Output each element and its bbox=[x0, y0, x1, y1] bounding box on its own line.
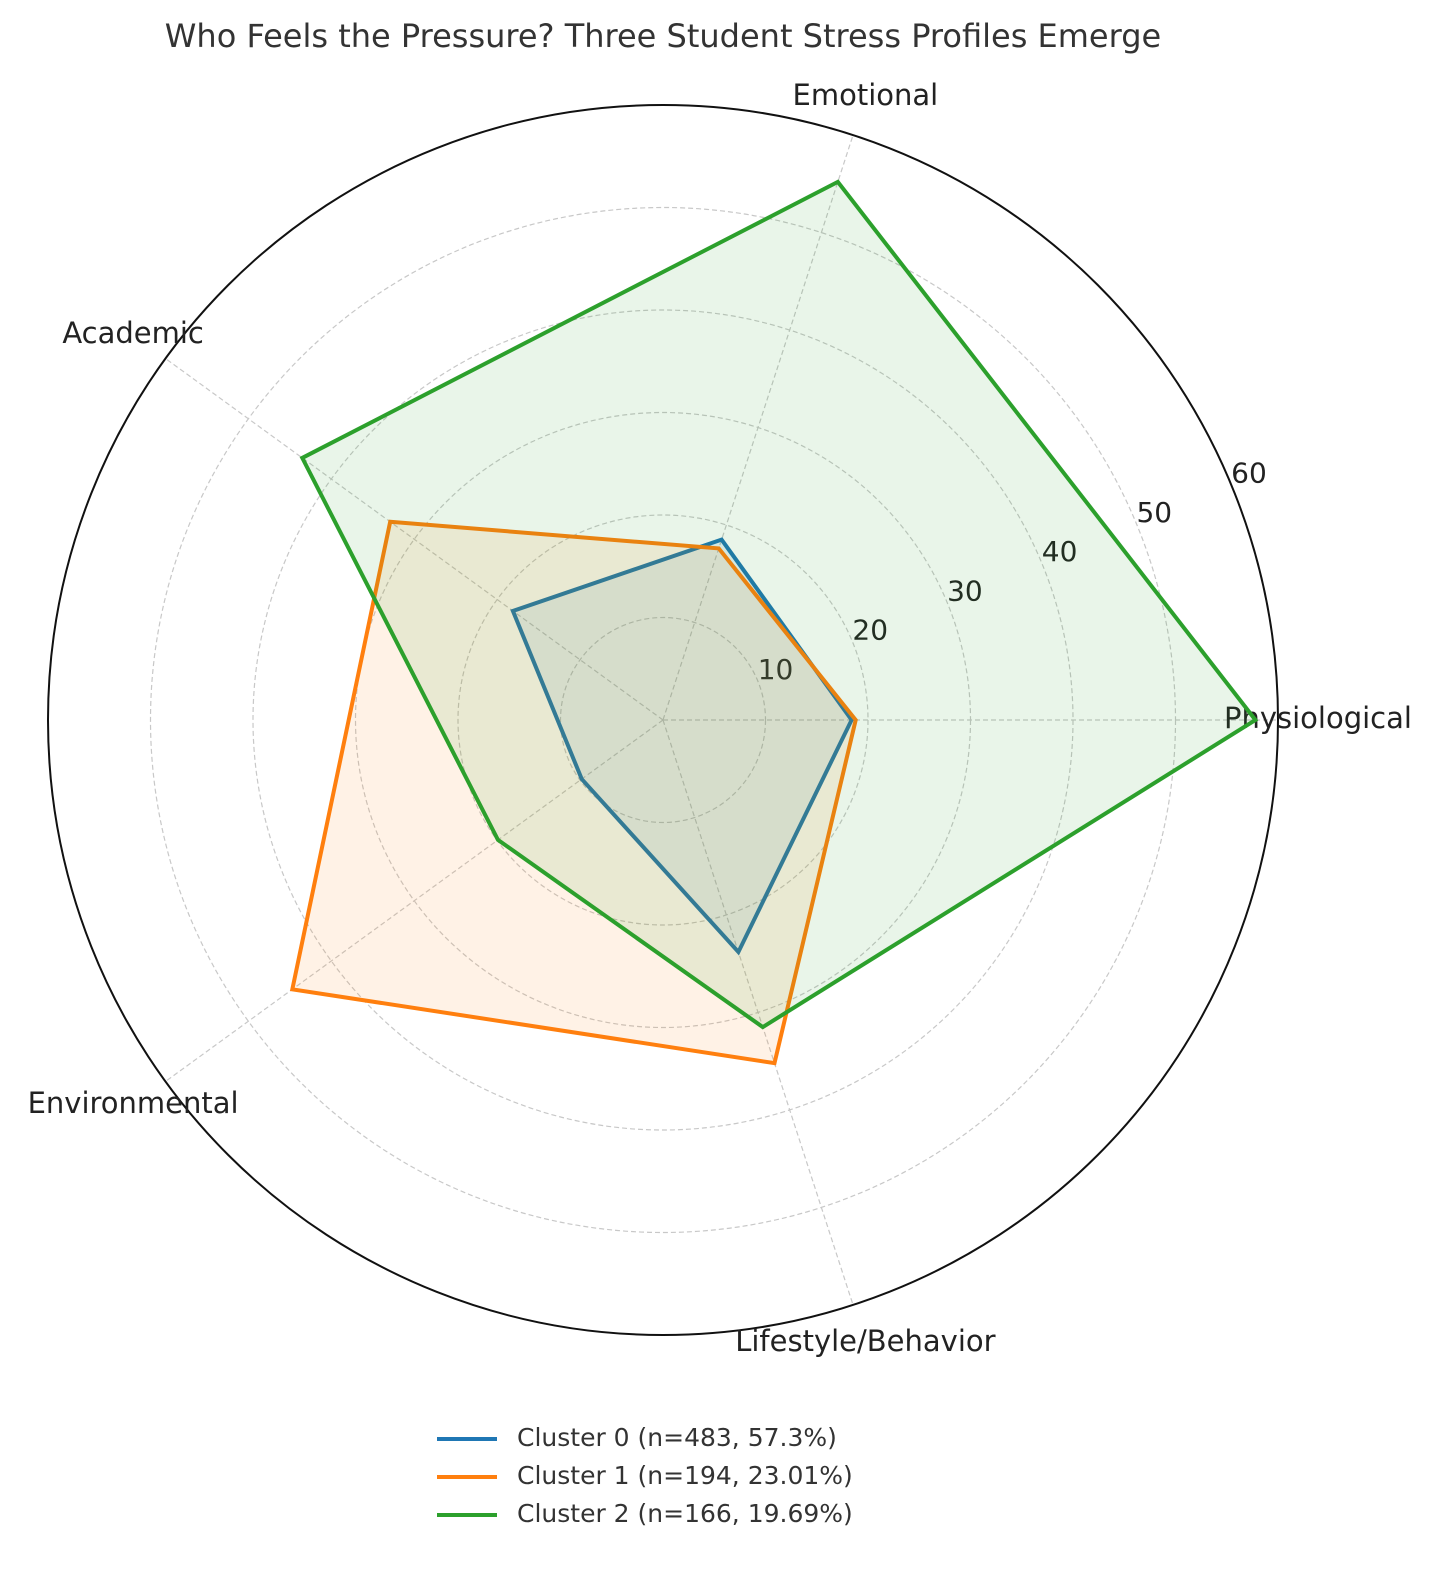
spoke bbox=[165, 358, 664, 721]
r-tick-label: 50 bbox=[1136, 496, 1172, 529]
axis-label: Environmental bbox=[28, 1086, 239, 1120]
series-line bbox=[299, 179, 1259, 1030]
outer-ring bbox=[47, 104, 1279, 1336]
spoke bbox=[662, 134, 854, 721]
legend-label: Cluster 2 (n=166, 19.69%) bbox=[517, 1499, 853, 1528]
spoke bbox=[165, 719, 664, 1082]
legend-label: Cluster 0 (n=483, 57.3%) bbox=[517, 1423, 837, 1452]
r-tick-label: 40 bbox=[1042, 535, 1078, 568]
r-tick-label: 30 bbox=[947, 574, 983, 607]
spoke bbox=[662, 719, 854, 1306]
series-area bbox=[302, 181, 1256, 1028]
series-area bbox=[512, 539, 852, 953]
series-line bbox=[289, 519, 858, 1066]
series-line bbox=[510, 537, 854, 956]
axis-label: Emotional bbox=[793, 78, 939, 112]
chart-title: Who Feels the Pressure? Three Student St… bbox=[165, 17, 1161, 55]
axis-label: Academic bbox=[62, 316, 204, 350]
axis-label: Lifestyle/Behavior bbox=[735, 1324, 995, 1358]
r-tick-label: 10 bbox=[758, 653, 794, 686]
r-tick-label: 20 bbox=[852, 614, 888, 647]
r-tick-label: 60 bbox=[1231, 457, 1267, 490]
grid-ring bbox=[559, 616, 767, 824]
series-area bbox=[292, 521, 856, 1064]
legend-label: Cluster 1 (n=194, 23.01%) bbox=[517, 1461, 853, 1490]
